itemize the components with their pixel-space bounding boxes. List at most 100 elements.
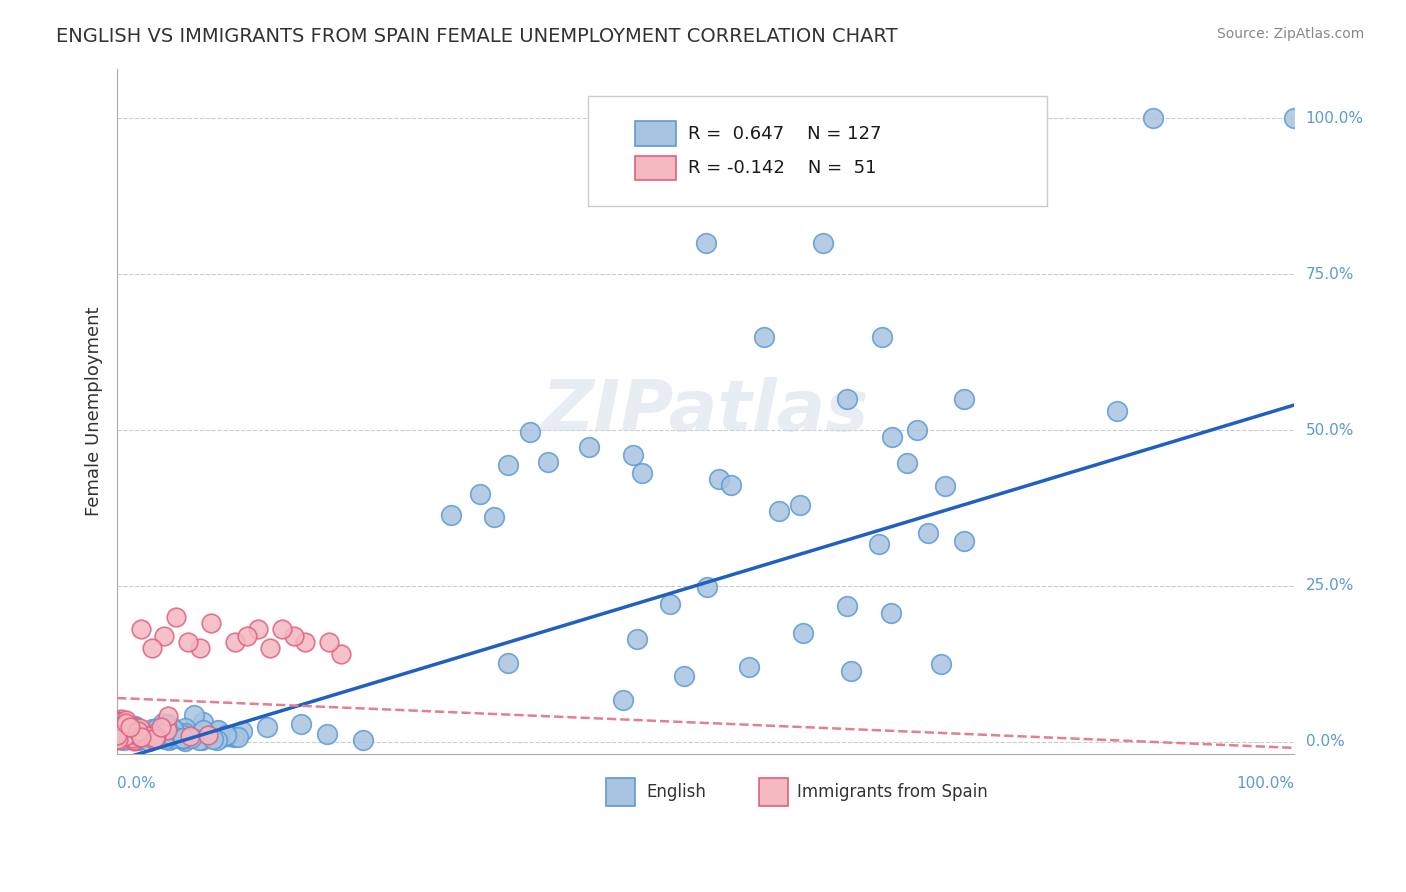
Point: [868, 537, 890, 551]
Point: [720, 478, 742, 492]
Point: [136, 730, 159, 744]
Point: [205, 733, 228, 747]
FancyBboxPatch shape: [636, 121, 676, 146]
Point: [108, 733, 131, 747]
Text: Immigrants from Spain: Immigrants from Spain: [797, 783, 988, 801]
Text: 25.0%: 25.0%: [1306, 578, 1354, 593]
Point: [170, 731, 193, 746]
Point: [626, 632, 648, 646]
Point: [142, 731, 165, 745]
Point: [537, 455, 560, 469]
Point: [217, 729, 239, 743]
FancyBboxPatch shape: [588, 96, 1047, 206]
Point: [146, 726, 169, 740]
Point: [138, 733, 160, 747]
Point: [172, 732, 194, 747]
Point: [153, 726, 176, 740]
Point: [129, 731, 152, 745]
Point: [139, 729, 162, 743]
Point: [129, 721, 152, 735]
Point: [162, 722, 184, 736]
Point: [122, 718, 145, 732]
Point: [496, 657, 519, 671]
Point: [162, 731, 184, 745]
Point: [157, 732, 180, 747]
Point: [105, 728, 128, 742]
Point: [157, 729, 180, 743]
Point: [207, 723, 229, 737]
Point: [108, 715, 131, 730]
Point: [112, 723, 135, 738]
Point: [110, 712, 132, 726]
Point: [155, 718, 177, 732]
Point: [110, 723, 132, 738]
Point: [153, 731, 176, 746]
Point: [621, 448, 644, 462]
Text: 0.0%: 0.0%: [1306, 734, 1344, 749]
Point: [146, 721, 169, 735]
Point: [122, 733, 145, 747]
Point: [929, 657, 952, 671]
Point: [917, 525, 939, 540]
Point: [129, 723, 152, 737]
Point: [179, 729, 201, 743]
Point: [612, 693, 634, 707]
Point: [813, 235, 835, 250]
Point: [157, 728, 180, 742]
Point: [118, 720, 141, 734]
Point: [125, 725, 148, 739]
Point: [127, 732, 149, 747]
Point: [124, 731, 146, 746]
Point: [115, 728, 138, 742]
Point: [172, 728, 194, 742]
Point: [835, 392, 858, 406]
Point: [1142, 112, 1164, 126]
Point: [792, 626, 814, 640]
Point: [329, 648, 352, 662]
Point: [117, 723, 139, 737]
Point: [658, 597, 681, 611]
Point: [754, 329, 776, 343]
Point: [160, 725, 183, 739]
Point: [707, 472, 730, 486]
FancyBboxPatch shape: [759, 778, 787, 805]
Point: [127, 733, 149, 747]
Point: [631, 466, 654, 480]
Point: [879, 607, 901, 621]
Point: [256, 720, 278, 734]
FancyBboxPatch shape: [636, 155, 676, 180]
Point: [114, 730, 136, 744]
Point: [290, 717, 312, 731]
Point: [122, 727, 145, 741]
Point: [145, 728, 167, 742]
Point: [259, 641, 281, 656]
Point: [117, 732, 139, 747]
Point: [167, 723, 190, 738]
Point: [768, 504, 790, 518]
Point: [160, 728, 183, 742]
Point: [115, 713, 138, 727]
Point: [129, 623, 152, 637]
Point: [145, 731, 167, 746]
Point: [172, 731, 194, 745]
Point: [247, 623, 270, 637]
Point: [183, 708, 205, 723]
Point: [117, 723, 139, 738]
Point: [177, 635, 200, 649]
Point: [896, 456, 918, 470]
Point: [134, 728, 156, 742]
Point: [124, 731, 146, 745]
Point: [197, 728, 219, 742]
Point: [870, 329, 893, 343]
Point: [271, 623, 294, 637]
Point: [231, 724, 253, 739]
Point: [1282, 112, 1305, 126]
Point: [117, 725, 139, 739]
Point: [112, 720, 135, 734]
Point: [235, 629, 257, 643]
Point: [200, 616, 222, 631]
Point: [188, 641, 211, 656]
Point: [174, 721, 197, 735]
Point: [112, 733, 135, 747]
Point: [222, 730, 245, 744]
